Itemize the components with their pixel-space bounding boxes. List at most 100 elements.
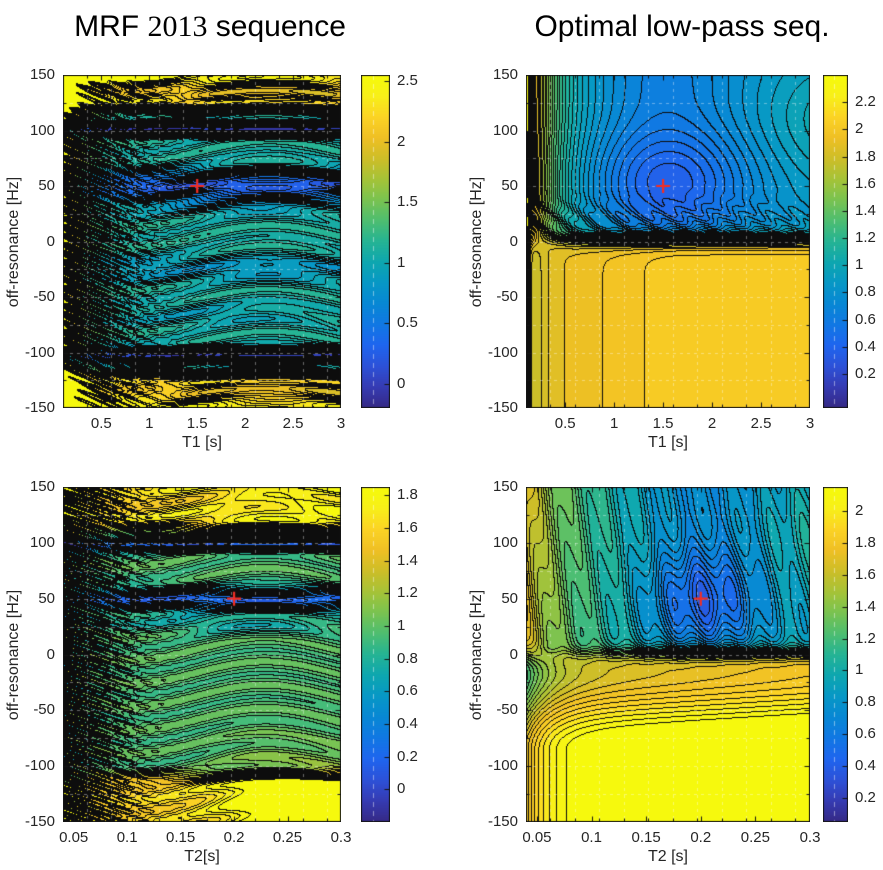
x-tick-label: 0.3 (330, 829, 352, 846)
colorbar-tick-label: 0.8 (855, 283, 876, 301)
colorbar-tick-label: 2 (855, 501, 864, 519)
colorbar-top-right (823, 75, 848, 408)
y-tick-label: 150 (492, 66, 518, 83)
x-tick-label: 3 (805, 415, 815, 432)
y-tick-label: -50 (33, 288, 55, 305)
colorbar-tick-label: 0.2 (855, 365, 876, 383)
y-tick-label: -100 (24, 757, 55, 775)
colorbar-tick-label: 1.2 (855, 629, 876, 647)
colorbar-tick-label: 1.8 (855, 147, 876, 165)
colorbar-tick-label: 1.6 (397, 518, 418, 536)
x-tick-label: 0.25 (740, 829, 770, 846)
colorbar-tick-label: 2.5 (397, 72, 418, 90)
colorbar-tick-label: 2.2 (855, 93, 876, 111)
y-tick-label: 150 (29, 66, 55, 83)
x-tick-label: 2 (707, 415, 717, 432)
title-left-suffix: sequence (207, 10, 346, 43)
right-column-title: Optimal low-pass seq. (534, 10, 830, 43)
x-tick-label: 0.25 (272, 829, 303, 846)
colorbar-tick-label: 2 (397, 132, 406, 150)
y-tick-label: 150 (29, 478, 55, 495)
x-axis-label-top-right: T1 [s] (647, 434, 689, 451)
title-left-year: 2013 (147, 10, 208, 43)
y-tick-label: 0 (46, 645, 55, 663)
y-tick-label: 100 (29, 121, 55, 139)
x-tick-label: 0.15 (631, 829, 661, 846)
colorbar-tick-label: 0.4 (855, 337, 876, 355)
colorbar-bottom-right (823, 487, 848, 822)
x-axis-label-top-left: T1 [s] (181, 434, 223, 451)
y-tick-label: -150 (24, 813, 55, 830)
colorbar-tick-label: 1 (397, 253, 406, 271)
x-tick-label: 1.5 (186, 415, 208, 432)
contour-plot-bottom-left (63, 487, 341, 822)
left-column-title: MRF 2013 sequence (45, 6, 375, 48)
x-tick-label: 2 (240, 415, 250, 432)
x-tick-label: 1.5 (652, 415, 674, 432)
colorbar-tick-label: 1 (397, 616, 406, 634)
colorbar-tick-label: 0.4 (397, 714, 418, 732)
contour-plot-bottom-right (526, 487, 810, 822)
x-tick-label: 0.5 (90, 415, 112, 432)
y-tick-label: 0 (46, 232, 55, 250)
colorbar-top-left (361, 75, 390, 408)
colorbar-tick-label: 0.6 (855, 310, 876, 328)
x-tick-label: 1 (145, 415, 154, 432)
x-tick-label: 0.15 (166, 829, 196, 846)
colorbar-tick-label: 0.4 (855, 757, 876, 775)
x-tick-label: 0.1 (581, 829, 602, 846)
y-tick-label: -50 (496, 288, 518, 305)
colorbar-tick-label: 1.5 (397, 193, 418, 211)
colorbar-tick-label: 0.6 (855, 725, 876, 743)
y-tick-label: -100 (487, 343, 518, 361)
y-tick-label: 50 (501, 589, 518, 607)
colorbar-tick-label: 0.8 (397, 649, 418, 667)
x-tick-label: 0.1 (116, 829, 138, 846)
x-tick-label: 3 (336, 415, 346, 432)
colorbar-tick-label: 1.6 (855, 565, 876, 583)
colorbar-tick-label: 0.8 (855, 693, 876, 711)
colorbar-tick-label: 0.2 (397, 747, 418, 765)
y-tick-label: -150 (24, 399, 55, 416)
colorbar-tick-label: 0.2 (855, 789, 876, 807)
colorbar-tick-label: 1.2 (397, 584, 418, 602)
y-tick-label: 100 (492, 121, 518, 139)
x-tick-label: 0.3 (799, 829, 821, 846)
x-axis-label-bottom-right: T2 [s] (647, 848, 689, 865)
colorbar-tick-label: 1.6 (855, 174, 876, 192)
x-tick-label: 1 (609, 415, 619, 432)
x-axis-label-bottom-left: T2[s] (184, 848, 220, 865)
x-tick-label: 0.05 (59, 829, 89, 846)
y-tick-label: -150 (487, 399, 518, 416)
colorbar-tick-label: 1.4 (855, 201, 876, 219)
colorbar-tick-label: 2 (855, 120, 864, 138)
y-tick-label: -50 (33, 701, 55, 719)
y-tick-label: 50 (38, 177, 55, 194)
y-tick-label: -100 (24, 343, 55, 361)
x-tick-label: 0.2 (223, 829, 245, 846)
y-tick-label: 100 (29, 533, 55, 551)
y-tick-label: 100 (492, 533, 518, 551)
colorbar-tick-label: 0.5 (397, 314, 418, 332)
y-tick-label: 50 (501, 177, 518, 194)
y-tick-label: -100 (487, 757, 518, 775)
colorbar-tick-label: 1 (855, 256, 864, 274)
contour-plot-top-right (526, 75, 810, 408)
colorbar-bottom-left (361, 487, 390, 822)
x-tick-label: 2.5 (282, 415, 304, 432)
y-tick-label: 50 (38, 589, 55, 607)
y-tick-label: -50 (496, 701, 518, 719)
colorbar-tick-label: 0 (397, 374, 406, 392)
y-tick-label: 0 (509, 232, 518, 250)
x-tick-label: 0.5 (554, 415, 576, 432)
colorbar-tick-label: 1.4 (397, 551, 418, 569)
y-tick-label: -150 (487, 813, 518, 830)
colorbar-tick-label: 0 (397, 780, 406, 798)
y-tick-label: 0 (509, 645, 518, 663)
x-tick-label: 2.5 (750, 415, 772, 432)
colorbar-tick-label: 1.4 (855, 597, 876, 615)
contour-plot-top-left (63, 75, 341, 408)
y-tick-label: 150 (492, 478, 518, 495)
colorbar-tick-label: 1 (855, 661, 864, 679)
